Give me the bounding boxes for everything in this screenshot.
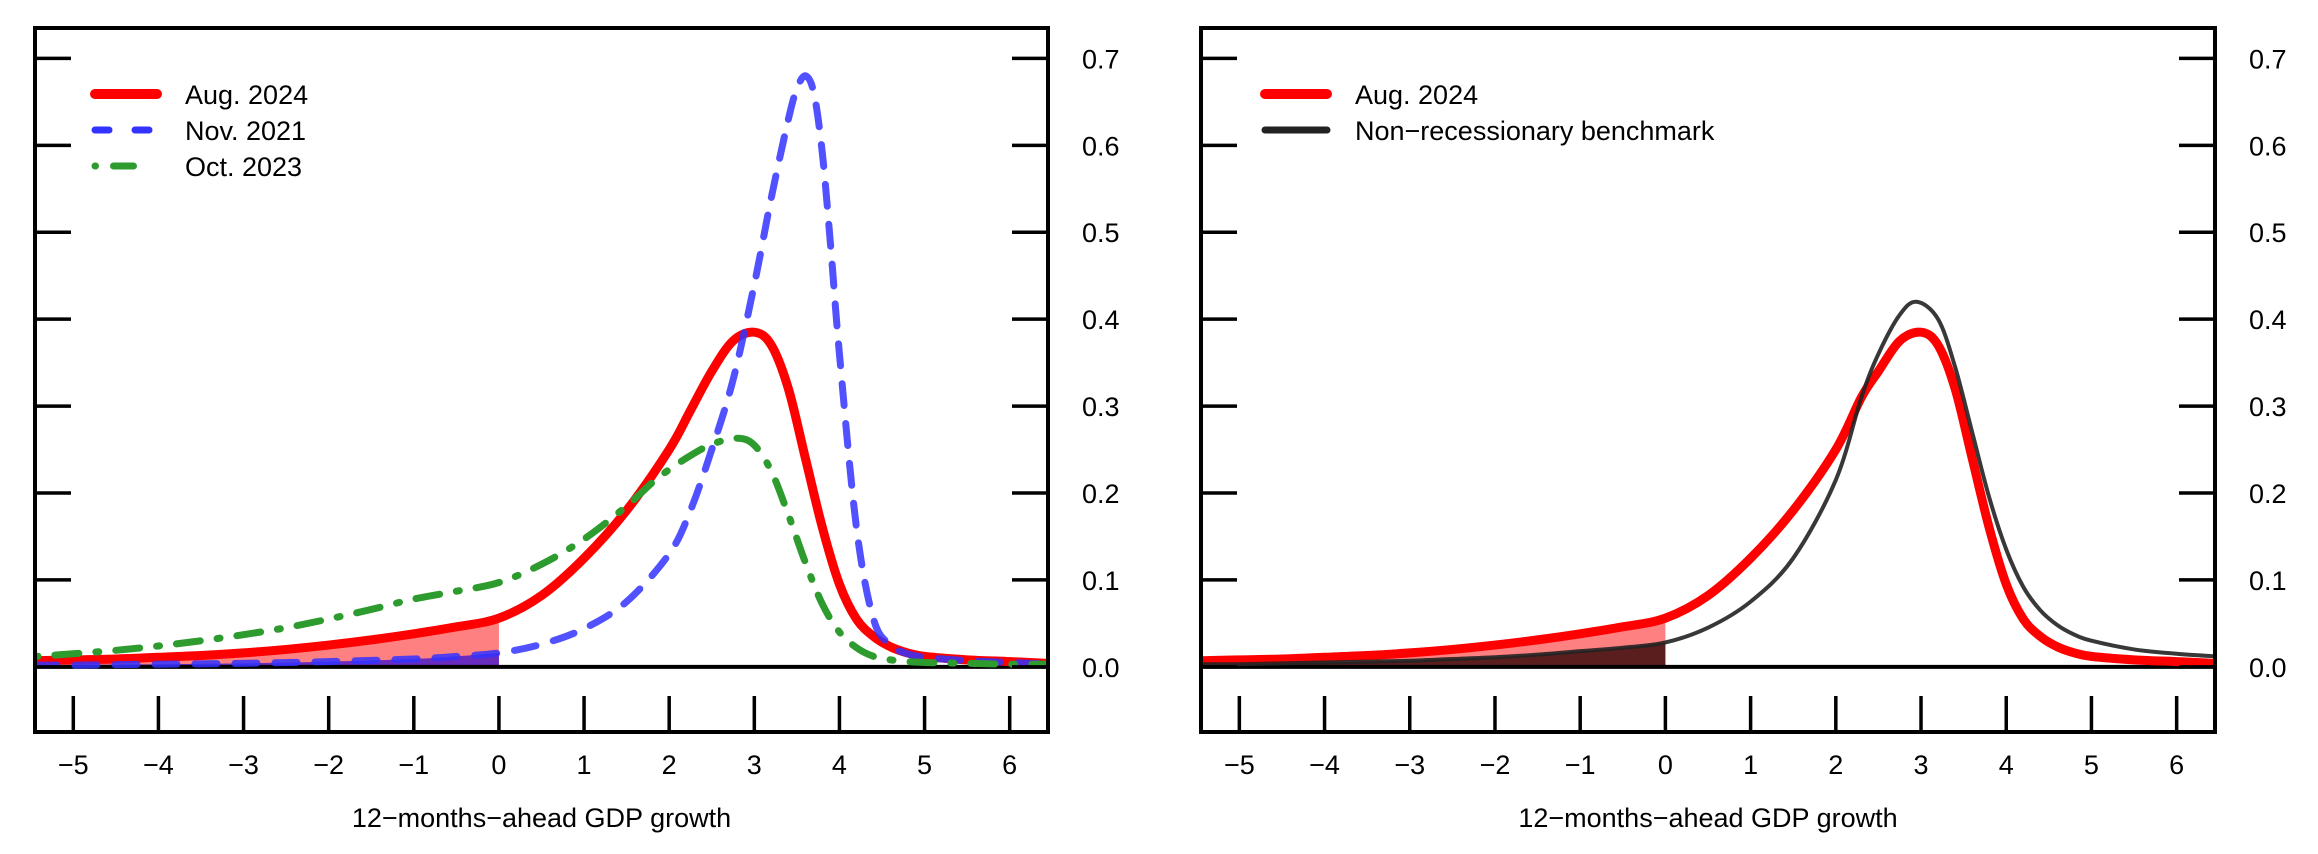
x-tick-label: −5 xyxy=(1224,750,1255,780)
x-axis-title: 12−months−ahead GDP growth xyxy=(352,803,731,833)
y-tick-label: 0.4 xyxy=(2249,305,2287,335)
x-tick-label: 3 xyxy=(1914,750,1929,780)
x-tick-label: 2 xyxy=(1828,750,1843,780)
x-tick-label: 1 xyxy=(577,750,592,780)
x-tick-label: −1 xyxy=(398,750,429,780)
x-tick-label: 1 xyxy=(1743,750,1758,780)
series-line-aug-2024 xyxy=(1201,327,2215,668)
x-tick-label: −3 xyxy=(228,750,259,780)
plot-area xyxy=(35,72,1048,669)
plot-area xyxy=(1201,299,2215,669)
legend: Aug. 2024 Nov. 2021 Oct. 2023 xyxy=(90,80,308,182)
y-tick-label: 0.5 xyxy=(1082,218,1120,248)
x-tick-label: −4 xyxy=(143,750,174,780)
y-tick-label: 0.6 xyxy=(1082,131,1120,161)
series-line-nov-2021 xyxy=(35,72,1048,669)
x-axis-title: 12−months−ahead GDP growth xyxy=(1518,803,1897,833)
series-line-oct-2023 xyxy=(35,434,1048,668)
shaded-tail-aug-2024 xyxy=(35,618,499,667)
x-tick-label: 5 xyxy=(917,750,932,780)
x-tick-label: 6 xyxy=(2169,750,2184,780)
y-tick-label: 0.1 xyxy=(1082,566,1120,596)
series-line-non-recessionary-benchmark xyxy=(1201,299,2215,667)
legend-label: Aug. 2024 xyxy=(1355,80,1478,110)
x-tick-label: −5 xyxy=(58,750,89,780)
shaded-tail-non-recessionary-benchmark xyxy=(1201,642,1666,667)
x-tick-label: 3 xyxy=(747,750,762,780)
x-tick-label: 2 xyxy=(662,750,677,780)
y-tick-label: 0.7 xyxy=(1082,44,1120,74)
x-tick-label: 5 xyxy=(2084,750,2099,780)
x-tick-label: −3 xyxy=(1394,750,1425,780)
x-tick-label: 4 xyxy=(1999,750,2014,780)
y-tick-label: 0.3 xyxy=(2249,392,2287,422)
legend-label: Oct. 2023 xyxy=(185,152,302,182)
x-tick-label: −4 xyxy=(1309,750,1340,780)
y-tick-label: 0.2 xyxy=(2249,479,2287,509)
legend-label: Aug. 2024 xyxy=(185,80,308,110)
x-tick-label: 6 xyxy=(1002,750,1017,780)
y-tick-label: 0.4 xyxy=(1082,305,1120,335)
y-tick-label: 0.7 xyxy=(2249,44,2287,74)
y-tick-label: 0.0 xyxy=(2249,653,2287,683)
plot-frame xyxy=(1199,26,2217,734)
legend: Aug. 2024 Non−recessionary benchmark xyxy=(1260,80,1715,146)
x-tick-label: 0 xyxy=(491,750,506,780)
series-line-aug-2024 xyxy=(35,327,1048,668)
x-tick-label: −2 xyxy=(313,750,344,780)
x-tick-label: 4 xyxy=(832,750,847,780)
x-tick-label: −2 xyxy=(1480,750,1511,780)
y-tick-label: 0.2 xyxy=(1082,479,1120,509)
y-tick-label: 0.3 xyxy=(1082,392,1120,422)
plot-frame xyxy=(33,26,1050,734)
x-tick-label: 0 xyxy=(1658,750,1673,780)
legend-label: Non−recessionary benchmark xyxy=(1355,116,1715,146)
legend-label: Nov. 2021 xyxy=(185,116,306,146)
y-tick-label: 0.0 xyxy=(1082,653,1120,683)
y-tick-label: 0.5 xyxy=(2249,218,2287,248)
right-panel: −5 −4 −3 −2 −1 0 1 2 3 4 5 6 0.0 0.1 0.2 0.3 0.4 0.5 0.6 0.… xyxy=(1199,26,2287,833)
x-tick-label: −1 xyxy=(1565,750,1596,780)
y-tick-label: 0.6 xyxy=(2249,131,2287,161)
y-tick-label: 0.1 xyxy=(2249,566,2287,596)
left-panel: −5 −4 −3 −2 −1 0 1 2 3 4 5 6 0.0 0.1 0.2 0.3 0.4 0.5 0.6 0.… xyxy=(33,26,1120,833)
shaded-tail-nov-2021 xyxy=(35,652,499,667)
